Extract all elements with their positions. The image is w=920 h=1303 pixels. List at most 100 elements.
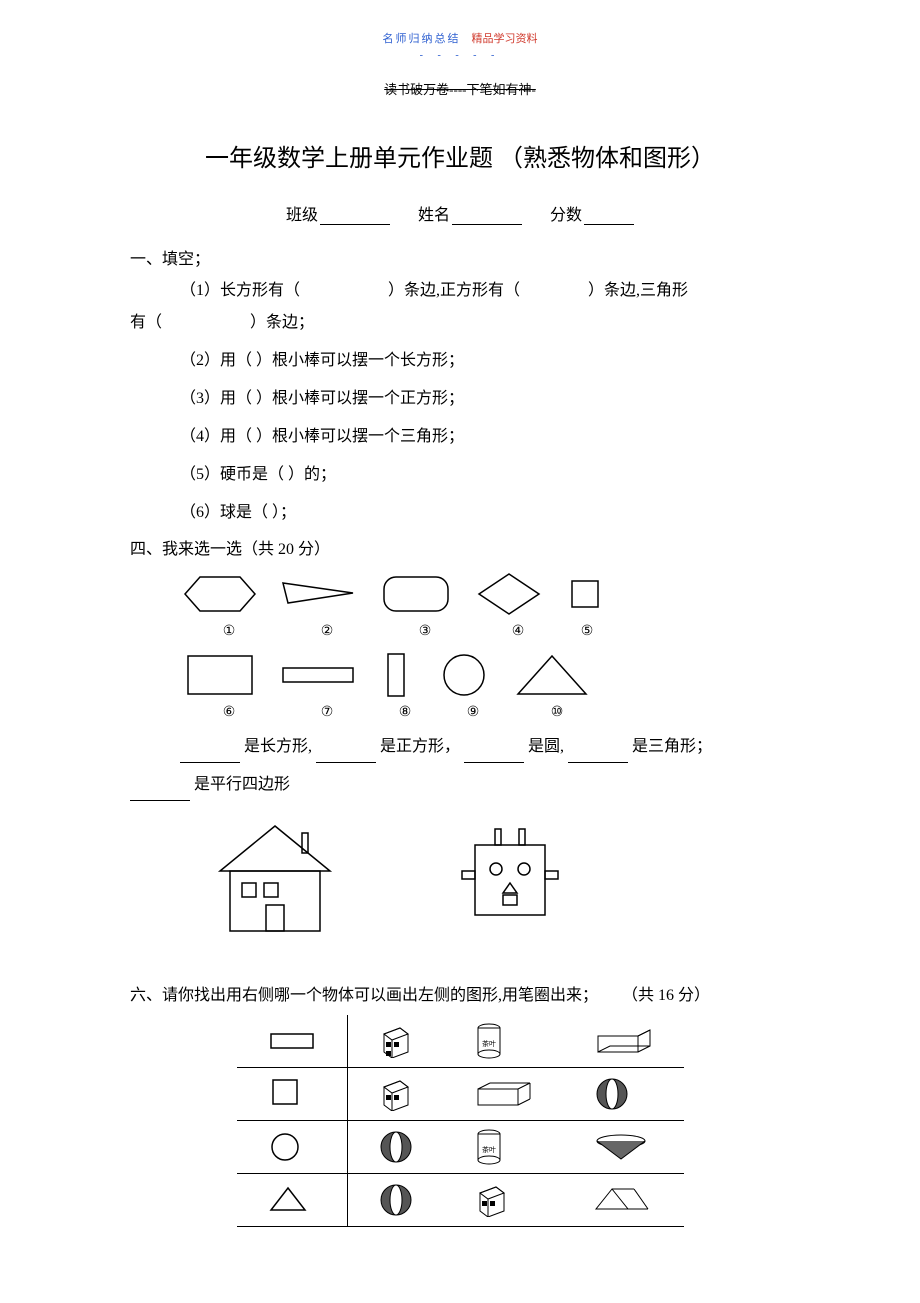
tea-can-icon: 茶叶: [474, 1022, 504, 1060]
q1-part-a: （1）长方形有（: [180, 282, 300, 299]
section-4-heading: 四、我来选一选（共 20 分）: [130, 535, 790, 559]
cube-checker-icon: [378, 1077, 412, 1111]
worksheet-page: 名师归纳总结 精品学习资料 - - - - - 读书破万卷----下笔如有神- …: [0, 0, 920, 1287]
cell-target: [237, 1068, 348, 1121]
label-circle: 是圆,: [528, 738, 564, 755]
header-red: 精品学习资料: [472, 33, 538, 45]
ball-icon: [378, 1129, 414, 1165]
num-6: ⑥: [180, 704, 278, 721]
prism-icon: [594, 1185, 650, 1215]
triangle-icon: [512, 650, 592, 700]
cell-option[interactable]: [564, 1015, 684, 1068]
ball-icon: [378, 1182, 414, 1218]
q1-part-e: ）条边；: [250, 314, 314, 331]
rectangle-icon: [180, 650, 260, 700]
label-triangle: 是三角形；: [632, 738, 712, 755]
svg-text:茶叶: 茶叶: [482, 1145, 496, 1154]
q5: （5）硬币是（ ）的；: [180, 459, 790, 491]
num-8: ⑧: [376, 704, 434, 721]
q1-part-d: 有（: [130, 314, 162, 331]
blank-square[interactable]: [316, 748, 376, 763]
q1: （1）长方形有（ ）条边,正方形有（ ）条边,三角形 有（ ）条边；: [130, 275, 790, 339]
cell-option[interactable]: 茶叶: [444, 1015, 564, 1068]
cell-option[interactable]: [564, 1121, 684, 1174]
blank-score[interactable]: [584, 210, 634, 225]
q4: （4）用（ ）根小棒可以摆一个三角形；: [180, 421, 790, 453]
long-rect-icon: [278, 650, 358, 700]
tall-rect-icon: [376, 650, 416, 700]
cell-option[interactable]: [347, 1068, 444, 1121]
cell-option[interactable]: [564, 1174, 684, 1227]
table-row: [237, 1068, 684, 1121]
classify-line-2: 是平行四边形: [130, 769, 790, 801]
cube-checker-icon: [474, 1183, 508, 1217]
ball-icon: [594, 1076, 630, 1112]
cell-target: [237, 1121, 348, 1174]
num-10: ⑩: [512, 704, 602, 721]
num-4: ④: [474, 623, 562, 640]
hexagon-icon: [180, 569, 260, 619]
blank-rect[interactable]: [180, 748, 240, 763]
num-2: ②: [278, 623, 376, 640]
section-6-heading: 六、请你找出用右侧哪一个物体可以画出左侧的图形,用笔圈出来；: [130, 987, 598, 1004]
num-row-2: ⑥ ⑦ ⑧ ⑨ ⑩: [180, 704, 790, 721]
num-3: ③: [376, 623, 474, 640]
label-parallelogram: 是平行四边形: [194, 776, 290, 793]
table-row: 茶叶: [237, 1121, 684, 1174]
num-5: ⑤: [562, 623, 612, 640]
q6: （6）球是（ ）；: [180, 497, 790, 529]
blank-class[interactable]: [320, 210, 390, 225]
tea-can-icon: 茶叶: [474, 1128, 504, 1166]
page-title: 一年级数学上册单元作业题 （熟悉物体和图形）: [130, 138, 790, 173]
q1-part-c: ）条边,三角形: [588, 282, 688, 299]
label-rect: 是长方形,: [244, 738, 312, 755]
label-name: 姓名: [418, 207, 450, 224]
header-strike: 读书破万卷----下笔如有神-: [130, 79, 790, 98]
cuboid-icon: [594, 1026, 654, 1056]
cell-option[interactable]: [347, 1015, 444, 1068]
section-1-heading: 一、填空；: [130, 245, 790, 269]
rounded-rect-icon: [376, 569, 456, 619]
cell-option[interactable]: [444, 1174, 564, 1227]
svg-text:茶叶: 茶叶: [482, 1039, 496, 1048]
table-row: 茶叶: [237, 1015, 684, 1068]
header-dashes: - - - - -: [130, 50, 790, 61]
robot-drawing: [440, 821, 580, 941]
num-9: ⑨: [434, 704, 512, 721]
blank-name[interactable]: [452, 210, 522, 225]
matching-table: 茶叶: [237, 1015, 684, 1227]
label-square: 是正方形，: [380, 738, 460, 755]
label-score: 分数: [550, 207, 582, 224]
cuboid-icon: [474, 1079, 534, 1109]
shapes-row-2: [180, 650, 790, 700]
shapes-row-1: [180, 569, 790, 619]
blank-parallelogram[interactable]: [130, 786, 190, 801]
label-class: 班级: [286, 207, 318, 224]
blank-circle[interactable]: [464, 748, 524, 763]
cell-target: [237, 1174, 348, 1227]
diamond-icon: [474, 569, 544, 619]
num-1: ①: [180, 623, 278, 640]
small-square-icon: [562, 569, 607, 619]
info-row: 班级 姓名 分数: [130, 201, 790, 225]
q2: （2）用（ ）根小棒可以摆一个长方形；: [180, 345, 790, 377]
cell-option[interactable]: [347, 1174, 444, 1227]
classify-line-1: 是长方形, 是正方形， 是圆, 是三角形；: [180, 731, 790, 763]
cell-option[interactable]: [564, 1068, 684, 1121]
cone-bowl-icon: [594, 1133, 648, 1161]
q3: （3）用（ ）根小棒可以摆一个正方形；: [180, 383, 790, 415]
thin-triangle-icon: [278, 569, 358, 619]
q1-part-b: ）条边,正方形有（: [388, 282, 520, 299]
house-drawing: [210, 821, 340, 941]
circle-icon: [434, 650, 494, 700]
cell-option[interactable]: [347, 1121, 444, 1174]
num-row-1: ① ② ③ ④ ⑤: [180, 623, 790, 640]
cell-option[interactable]: [444, 1068, 564, 1121]
cell-target: [237, 1015, 348, 1068]
cube-checker-icon: [378, 1024, 412, 1058]
blank-triangle[interactable]: [568, 748, 628, 763]
header-blue: 名师归纳总结: [383, 33, 461, 45]
section-6-points: （共 16 分）: [622, 987, 710, 1004]
cell-option[interactable]: 茶叶: [444, 1121, 564, 1174]
section-6: 六、请你找出用右侧哪一个物体可以画出左侧的图形,用笔圈出来； （共 16 分）: [130, 981, 790, 1005]
